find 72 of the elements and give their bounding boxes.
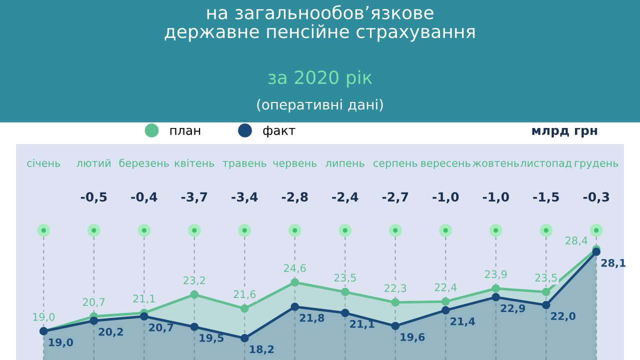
text: -0,4 xyxy=(131,192,158,204)
chart-subtitle: за 2020 рік xyxy=(268,70,372,88)
data-label: 23,9 xyxy=(485,270,507,280)
data-label: 19,5 xyxy=(200,334,224,344)
point xyxy=(340,288,350,296)
point xyxy=(340,308,350,318)
data-label: 19,0 xyxy=(48,338,74,348)
point xyxy=(542,300,550,310)
point xyxy=(290,278,300,287)
data-label: 22,0 xyxy=(551,312,576,322)
x-tick-label: квітень xyxy=(174,158,214,167)
y-axis-title: млрд грн xyxy=(532,128,598,138)
text: -1,0 xyxy=(432,192,459,204)
x-tick-label: листопад xyxy=(520,161,572,168)
x-tick-label: червень xyxy=(273,161,317,169)
point xyxy=(441,306,450,314)
x-tick-label: жовтень xyxy=(472,161,519,167)
data-label: 21,4 xyxy=(450,317,476,327)
data-label: 23,2 xyxy=(184,276,205,286)
x-tick-label: липень xyxy=(326,161,364,167)
text: (оперативні дані) xyxy=(257,99,383,112)
data-label: 22,4 xyxy=(434,283,457,292)
data-label: 22,3 xyxy=(384,284,406,294)
text: -3,4 xyxy=(232,192,258,204)
data-label: 21,1 xyxy=(133,294,155,304)
data-label: 19,0 xyxy=(33,312,55,322)
text: -0,3 xyxy=(583,192,610,204)
x-tick-label: вересень xyxy=(421,161,470,169)
text: -2,4 xyxy=(332,192,358,204)
legend-label: факт xyxy=(263,126,296,138)
x-tick-label: грудень xyxy=(574,161,618,169)
data-label: 28,4 xyxy=(566,236,588,246)
point xyxy=(290,302,300,311)
data-label: 19,6 xyxy=(400,333,425,342)
data-label: 24,6 xyxy=(284,264,306,274)
text: -1,5 xyxy=(533,192,559,204)
text: -1,0 xyxy=(482,192,509,204)
data-label: 23,5 xyxy=(535,274,557,283)
chart-title: на загальнообов’язкове державне пенсійне страхування xyxy=(164,5,475,42)
data-label: 23,5 xyxy=(334,274,356,283)
data-label: 21,8 xyxy=(300,314,324,324)
point xyxy=(391,322,400,330)
data-label: 28,1 xyxy=(601,258,626,268)
point xyxy=(492,284,500,293)
point xyxy=(441,297,450,306)
data-label: 21,6 xyxy=(234,290,256,300)
data-label: 20,2 xyxy=(98,328,123,338)
text: -3,7 xyxy=(181,192,208,204)
point xyxy=(542,288,550,296)
point xyxy=(391,298,400,307)
legend-label: план xyxy=(170,128,200,136)
point xyxy=(140,312,148,321)
point xyxy=(190,290,199,299)
point xyxy=(240,334,249,342)
text: -2,8 xyxy=(282,192,308,204)
x-tick-label: березень xyxy=(119,158,169,169)
point xyxy=(190,322,199,332)
x-tick-label: січень xyxy=(27,158,60,167)
text: -2,7 xyxy=(382,192,408,204)
x-tick-label: серпень xyxy=(373,161,418,169)
point xyxy=(240,304,249,313)
data-label: 20,7 xyxy=(149,324,174,333)
data-label: 21,1 xyxy=(350,320,374,330)
x-tick-label: лютий xyxy=(76,158,110,167)
point xyxy=(90,316,98,325)
data-label: 18,2 xyxy=(250,345,274,355)
data-label: 20,7 xyxy=(83,298,105,308)
point xyxy=(492,293,500,302)
x-tick-label: травень xyxy=(222,161,266,169)
text: -0,5 xyxy=(80,192,107,204)
data-label: 22,9 xyxy=(500,304,526,314)
point xyxy=(592,248,601,256)
